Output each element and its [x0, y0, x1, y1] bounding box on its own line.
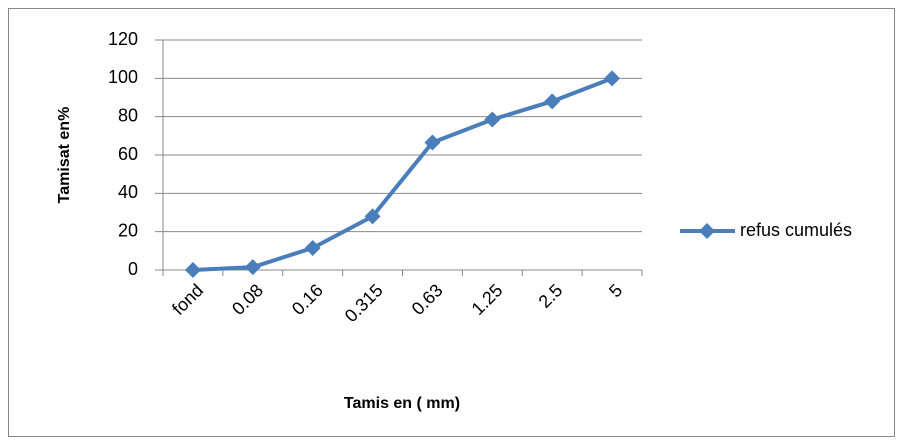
point-marker: [604, 70, 621, 87]
series-line: [192, 76, 613, 272]
y-tick-label: 120: [108, 29, 138, 49]
chart-border: [8, 8, 895, 437]
point-marker: [364, 208, 381, 225]
y-tick-label: 80: [118, 105, 138, 125]
legend-marker: [699, 223, 715, 239]
y-tick-label: 60: [118, 144, 138, 164]
point-marker: [544, 93, 561, 110]
y-axis-title: Tamisat en%: [56, 107, 73, 204]
y-tick-label: 100: [108, 67, 138, 87]
point-marker: [184, 262, 201, 278]
point-marker: [424, 134, 441, 151]
y-tick-label: 20: [118, 220, 138, 240]
legend-label: refus cumulés: [740, 220, 852, 240]
point-marker: [304, 239, 321, 256]
point-marker: [244, 259, 261, 276]
point-marker: [484, 111, 501, 128]
y-tick-label: 0: [128, 259, 138, 279]
x-axis-title: Tamis en ( mm): [344, 395, 460, 412]
y-tick-label: 40: [118, 182, 138, 202]
